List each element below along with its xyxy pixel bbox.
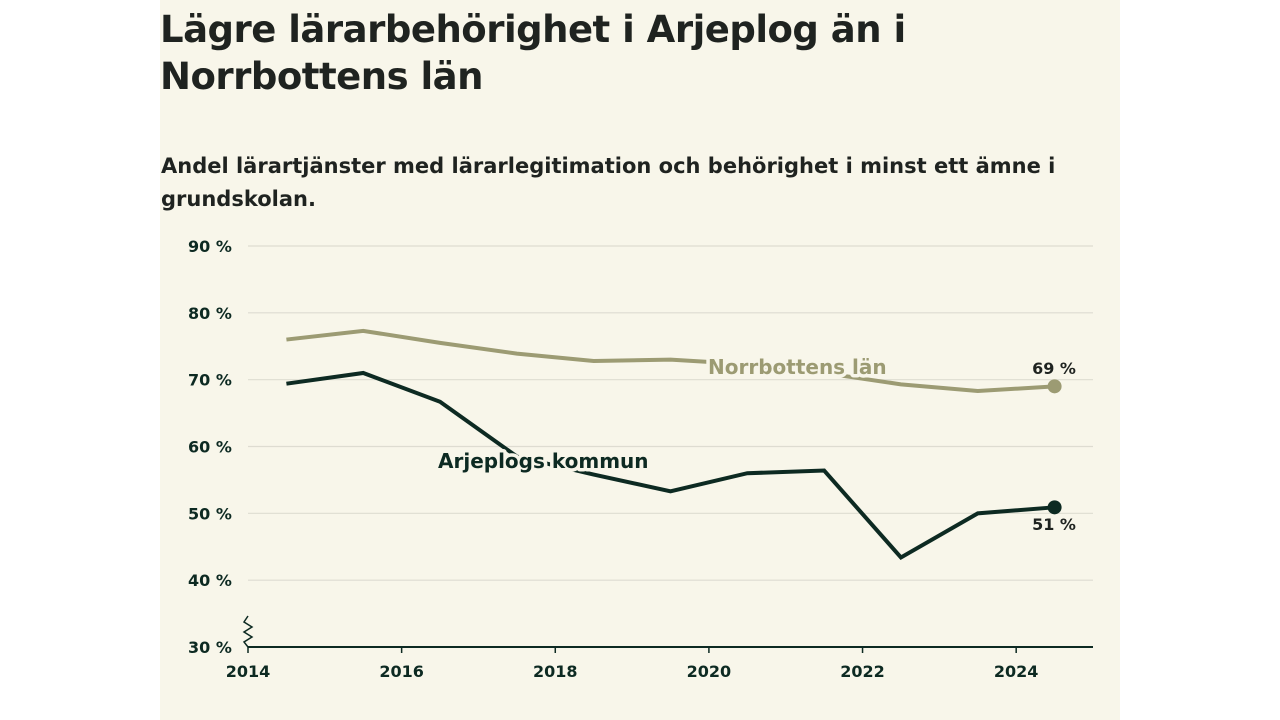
end-label-norrbotten: 69 % — [1032, 359, 1076, 378]
chart-subtitle: Andel lärartjänster med lärarlegitimatio… — [161, 154, 1056, 211]
x-axis: 2014 2016 2018 2020 2022 2024 — [226, 615, 1093, 681]
y-tick-label-70: 70 % — [188, 371, 232, 390]
series-label-norrbotten: Norrbottens län — [708, 355, 887, 379]
y-tick-label-40: 40 % — [188, 571, 232, 590]
x-tick-label-2020: 2020 — [687, 662, 732, 681]
y-tick-label-80: 80 % — [188, 304, 232, 323]
axis-break-icon — [242, 615, 254, 648]
y-tick-label-90: 90 % — [188, 237, 232, 256]
x-tick-label-2024: 2024 — [994, 662, 1039, 681]
series-line-arjeplog — [286, 370, 1055, 560]
y-tick-label-50: 50 % — [188, 504, 232, 523]
chart-title: Lägre lärarbehörighet i Arjeplog än i No… — [160, 8, 906, 98]
series-line-norrbotten — [286, 328, 1055, 394]
y-tick-label-60: 60 % — [188, 438, 232, 457]
gridlines — [248, 245, 1093, 581]
series-label-arjeplog: Arjeplogs kommun — [438, 449, 649, 473]
series-labels: Norrbottens län Arjeplogs kommun 69 % 51 % — [435, 352, 1076, 535]
x-tick-label-2022: 2022 — [840, 662, 885, 681]
x-tick-label-2014: 2014 — [226, 662, 271, 681]
series-lines — [286, 328, 1062, 560]
end-point-norrbotten — [1047, 379, 1062, 394]
end-label-arjeplog: 51 % — [1032, 515, 1076, 534]
x-tick-label-2018: 2018 — [533, 662, 578, 681]
x-tick-label-2016: 2016 — [379, 662, 424, 681]
y-tick-label-30: 30 % — [188, 638, 232, 657]
y-axis-ticks: 30 % 40 % 50 % 60 % 70 % 80 % 90 % — [188, 237, 232, 657]
end-point-arjeplog — [1047, 500, 1062, 515]
